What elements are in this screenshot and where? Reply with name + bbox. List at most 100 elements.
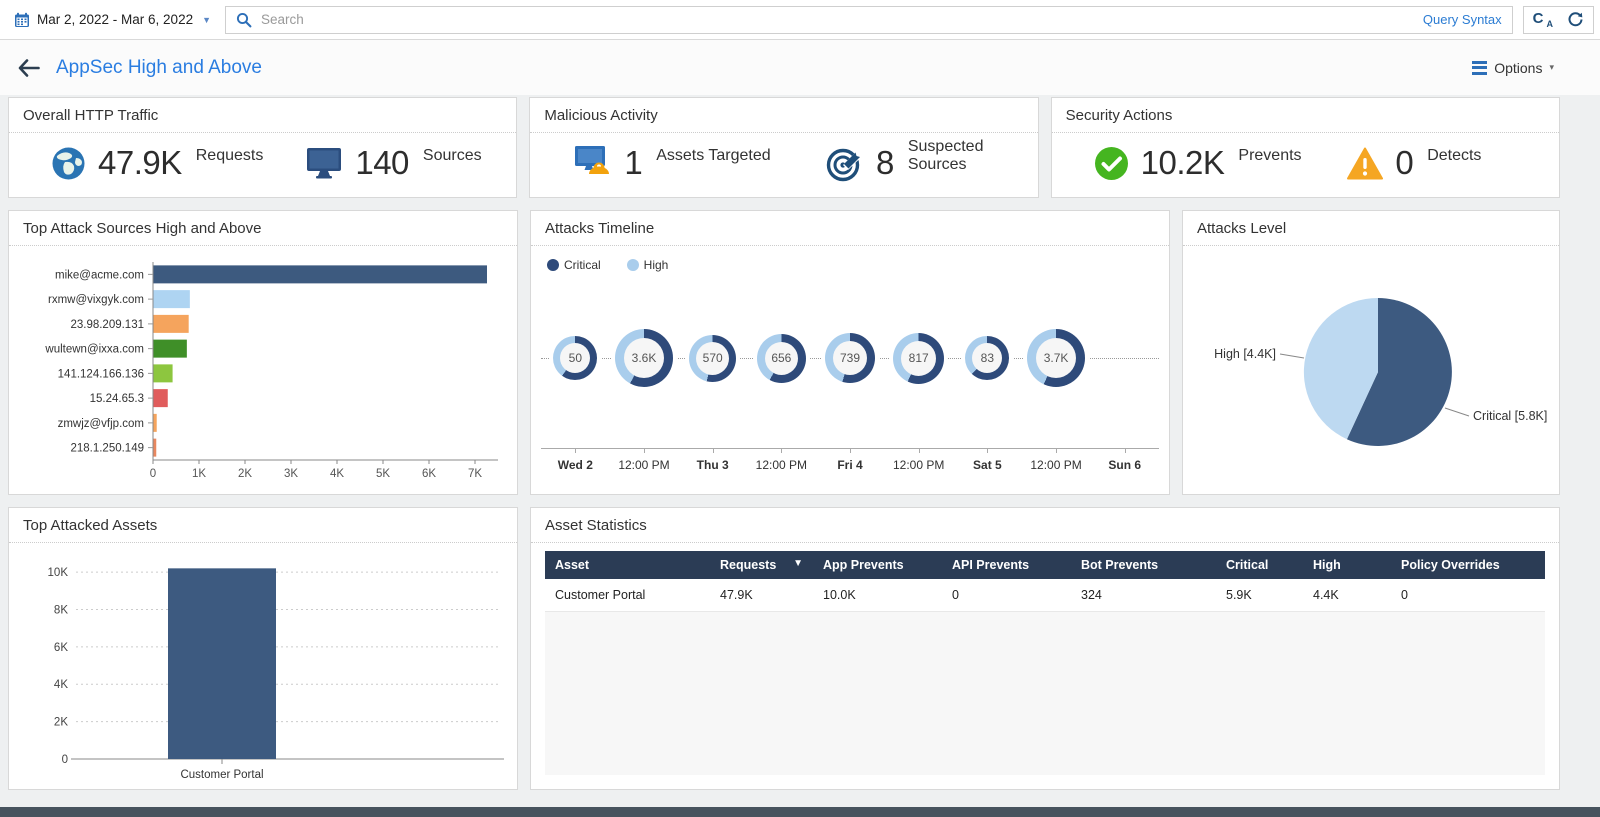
card-attacks-level: Attacks Level High [4.4K] Critical [5.8K] bbox=[1182, 210, 1560, 495]
svg-text:4K: 4K bbox=[330, 468, 344, 480]
legend-label: Critical bbox=[564, 258, 601, 272]
summary-cards-row: Overall HTTP Traffic 47.9K Requests 140 … bbox=[8, 97, 1560, 198]
refresh-button[interactable] bbox=[1567, 11, 1584, 28]
legend-dot-critical bbox=[547, 259, 559, 271]
timeline-axis-label: 12:00 PM bbox=[747, 448, 816, 472]
metric-label: Prevents bbox=[1238, 147, 1302, 164]
bar-141.124.166.136 bbox=[153, 364, 173, 383]
legend-label: High bbox=[643, 258, 669, 272]
search-input[interactable] bbox=[261, 12, 1414, 27]
table-cell: 0 bbox=[1391, 579, 1545, 612]
timeline-donut: 739 bbox=[825, 333, 876, 383]
table-cell: 47.9K bbox=[710, 579, 813, 612]
bottom-row: Top Attacked Assets 0 2K 4K 6K 8K 10K Customer… bbox=[8, 507, 1560, 790]
query-syntax-link[interactable]: Query Syntax bbox=[1422, 12, 1502, 27]
timeline-axis: Wed 2 12:00 PM Thu 3 12:00 PM Fri 4 12:00 PM S… bbox=[541, 448, 1159, 488]
card-title: Top Attack Sources High and Above bbox=[23, 220, 262, 237]
bar-category-label: mike@acme.com bbox=[55, 269, 144, 281]
svg-text:2K: 2K bbox=[54, 717, 68, 729]
column-header-api-prevents[interactable]: API Prevents bbox=[942, 551, 1071, 579]
svg-text:5K: 5K bbox=[376, 468, 390, 480]
card-security-actions: Security Actions 10.2K Prevents 0 Detect… bbox=[1050, 97, 1560, 198]
table-cell: 4.4K bbox=[1303, 579, 1391, 612]
metric-value: 1 bbox=[624, 144, 643, 181]
svg-text:7K: 7K bbox=[468, 468, 482, 480]
column-header-requests[interactable]: Requests ▼ bbox=[710, 551, 813, 579]
metric-detects: 0 Detects bbox=[1305, 144, 1559, 182]
metric-sources: 140 Sources bbox=[263, 144, 516, 182]
bar-category-label: 141.124.166.136 bbox=[58, 368, 144, 380]
chevron-down-icon: ▼ bbox=[202, 14, 212, 25]
donut-value: 50 bbox=[560, 343, 591, 373]
warning-triangle-icon bbox=[1347, 147, 1384, 180]
search-box: Query Syntax bbox=[225, 5, 1513, 34]
svg-text:6K: 6K bbox=[422, 468, 436, 480]
timeline-axis-label: Fri 4 bbox=[816, 448, 885, 472]
pie-slice-high bbox=[1303, 297, 1378, 440]
asset-user-icon bbox=[572, 144, 612, 182]
dashboard-content: Overall HTTP Traffic 47.9K Requests 140 … bbox=[0, 95, 1600, 790]
match-case-button[interactable]: C A bbox=[1533, 11, 1553, 29]
column-header-asset[interactable]: Asset bbox=[545, 551, 710, 579]
bar-15.24.65.3 bbox=[153, 389, 168, 408]
date-range-picker[interactable]: Mar 2, 2022 - Mar 6, 2022 ▼ bbox=[10, 12, 215, 28]
column-header-policy-overrides[interactable]: Policy Overrides bbox=[1391, 551, 1545, 579]
donut-value: 3.6K bbox=[624, 338, 664, 378]
search-icon bbox=[236, 12, 252, 28]
timeline-slot: 656 bbox=[747, 294, 816, 422]
timeline-donut: 3.7K bbox=[1027, 329, 1086, 387]
divider bbox=[1051, 132, 1559, 133]
svg-text:6K: 6K bbox=[54, 642, 68, 654]
metric-label: Sources bbox=[422, 147, 482, 164]
timeline-slot bbox=[1090, 294, 1159, 422]
timeline-slot: 3.6K bbox=[610, 294, 679, 422]
timeline-donut: 83 bbox=[965, 336, 1010, 380]
card-title: Malicious Activity bbox=[544, 107, 658, 124]
svg-text:3K: 3K bbox=[284, 468, 298, 480]
metric-assets-targeted: 1 Assets Targeted bbox=[530, 144, 784, 182]
bar-218.1.250.149 bbox=[153, 438, 157, 457]
back-button[interactable] bbox=[18, 58, 40, 77]
timeline-donut: 656 bbox=[756, 333, 806, 383]
donut-value: 570 bbox=[696, 341, 730, 375]
card-title: Security Actions bbox=[1065, 107, 1173, 124]
pie-slice-critical bbox=[1346, 298, 1452, 446]
calendar-icon bbox=[14, 12, 30, 28]
timeline-slot: 50 bbox=[541, 294, 610, 422]
timeline-donut: 570 bbox=[689, 334, 737, 382]
metric-value: 0 bbox=[1395, 144, 1414, 181]
metric-prevents: 10.2K Prevents bbox=[1052, 144, 1306, 182]
legend-item-critical: Critical bbox=[547, 258, 601, 272]
svg-text:1K: 1K bbox=[192, 468, 206, 480]
match-case-icon: C A bbox=[1532, 9, 1553, 29]
metric-requests: 47.9K Requests bbox=[9, 144, 263, 182]
divider bbox=[9, 245, 517, 246]
top-bar-icon-group: C A bbox=[1522, 5, 1594, 34]
bar-rxmw@vixgyk.com bbox=[153, 290, 190, 309]
column-header-critical[interactable]: Critical bbox=[1216, 551, 1303, 579]
metric-value: 140 bbox=[355, 144, 409, 181]
metric-label: Assets Targeted bbox=[656, 147, 771, 164]
timeline-donut: 50 bbox=[553, 336, 598, 380]
card-top-attacked-assets: Top Attacked Assets 0 2K 4K 6K 8K 10K Customer… bbox=[8, 507, 518, 790]
svg-text:0: 0 bbox=[62, 754, 68, 766]
card-title: Top Attacked Assets bbox=[23, 517, 158, 534]
bar-category-label: Customer Portal bbox=[180, 769, 263, 781]
table-row[interactable]: Customer Portal 47.9K 10.0K 0 324 5.9K 4.4K 0 bbox=[545, 579, 1545, 612]
bar-category-label: wultewn@ixxa.com bbox=[44, 344, 144, 356]
refresh-icon bbox=[1567, 11, 1584, 28]
timeline-axis-label: 12:00 PM bbox=[610, 448, 679, 472]
svg-text:2K: 2K bbox=[238, 468, 252, 480]
chevron-down-icon: ▾ bbox=[1549, 62, 1554, 72]
page-header: AppSec High and Above Options ▾ bbox=[0, 40, 1600, 95]
column-header-bot-prevents[interactable]: Bot Prevents bbox=[1071, 551, 1216, 579]
metric-value: 47.9K bbox=[98, 144, 182, 181]
options-button[interactable]: Options ▾ bbox=[1472, 60, 1554, 76]
timeline-axis-label: Wed 2 bbox=[541, 448, 610, 472]
column-header-high[interactable]: High bbox=[1303, 551, 1391, 579]
svg-text:0: 0 bbox=[150, 468, 156, 480]
table-cell: 0 bbox=[942, 579, 1071, 612]
card-title: Overall HTTP Traffic bbox=[23, 107, 159, 124]
column-header-app-prevents[interactable]: App Prevents bbox=[813, 551, 942, 579]
top-attack-sources-chart: 0 1K 2K 3K 4K 5K 6K 7K mike@acme.com rxmw@vixgyk.… bbox=[44, 262, 498, 480]
